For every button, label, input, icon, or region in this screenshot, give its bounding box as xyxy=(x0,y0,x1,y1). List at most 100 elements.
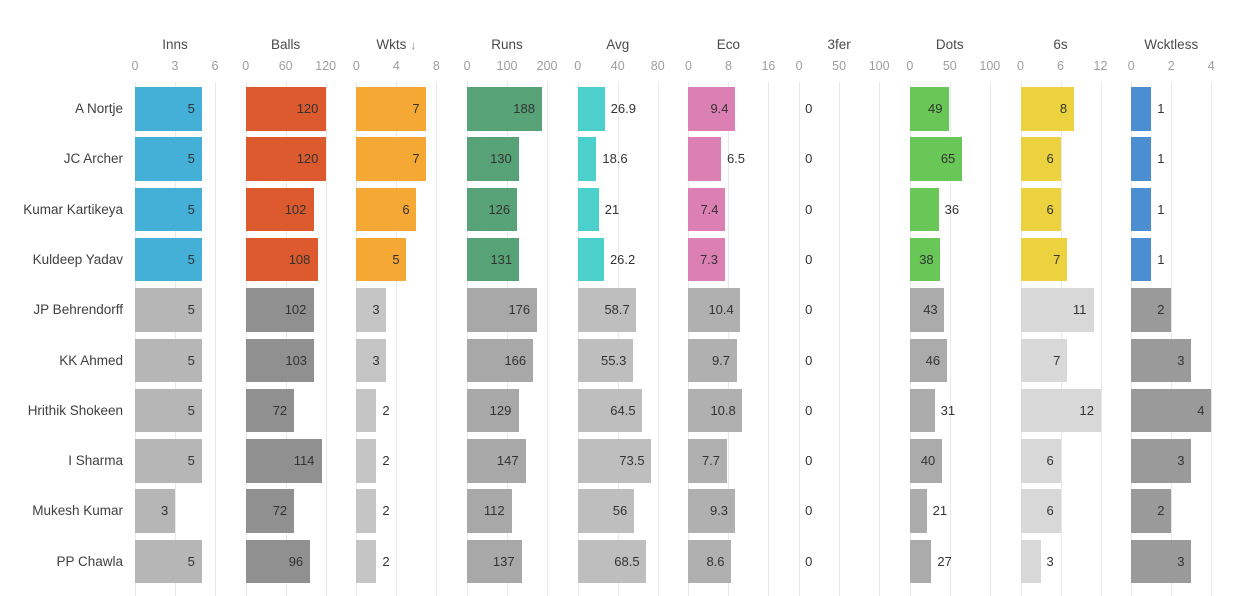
column-header-wkts[interactable]: Wkts ↓ xyxy=(356,0,436,56)
bar-value-label: 9.4 xyxy=(710,101,729,116)
bar-avg xyxy=(577,87,605,131)
bar-value-label: 3 xyxy=(161,503,169,519)
axis-ticks-wcktless: 0 2 4 xyxy=(1127,56,1215,87)
bar-value-label: 3 xyxy=(1177,453,1185,469)
bar-wkts xyxy=(356,338,387,382)
bar-avg xyxy=(577,187,599,232)
plot-area-wcktless: 1 1 1 1 2 3 4 3 2 3 xyxy=(1131,82,1242,596)
bar-value-label: 6 xyxy=(1046,453,1054,469)
bar-dots xyxy=(909,137,962,181)
bar-wcktless xyxy=(1131,439,1192,483)
column-header-sixes[interactable]: 6s xyxy=(1021,0,1101,56)
axis-tick-label: 100 xyxy=(979,59,1001,73)
bar-value-label: 6 xyxy=(402,201,410,217)
bar-value-label: 5 xyxy=(187,302,195,318)
gridline xyxy=(799,82,801,596)
plot-area-eco: 9.4 6.5 7.4 7.3 10.4 9.7 10.8 7.7 9.3 8.6 xyxy=(688,82,799,596)
axis-tick-label: 100 xyxy=(496,59,518,73)
axis-ticks-runs: 0 100 200 xyxy=(464,56,558,87)
bar-inns xyxy=(135,489,175,533)
bar-dots xyxy=(909,489,927,533)
column-header-threefer[interactable]: 3fer xyxy=(799,0,879,56)
column-header-balls[interactable]: Balls xyxy=(246,0,326,56)
bar-value-label: 0 xyxy=(805,302,813,318)
axis-tick-label: 40 xyxy=(610,59,625,73)
axis-ticks-threefer: 0 50 100 xyxy=(796,56,890,87)
row-label-jc-archer: JC Archer xyxy=(63,151,123,167)
gridline xyxy=(949,82,951,596)
bar-value-label: 5 xyxy=(392,251,400,267)
bar-value-label: 11 xyxy=(1072,302,1087,318)
bar-value-label: 7.3 xyxy=(699,251,719,267)
bar-wkts xyxy=(356,439,377,483)
bar-runs xyxy=(467,237,520,282)
bar-value-label: 188 xyxy=(513,101,535,116)
bar-value-label: 10.8 xyxy=(710,402,736,418)
column-label-runs: Runs xyxy=(491,37,523,52)
axis-tick-label: 50 xyxy=(942,59,957,73)
bar-runs xyxy=(467,87,543,131)
bar-wcktless xyxy=(1131,87,1152,131)
bar-value-label: 2 xyxy=(1157,503,1165,519)
bar-balls xyxy=(245,338,315,382)
column-header-inns[interactable]: Inns xyxy=(135,0,215,56)
axis-tick-label: 0 xyxy=(1127,59,1135,73)
bar-balls xyxy=(245,87,326,131)
bar-balls xyxy=(245,439,322,483)
bar-value-label: 6.5 xyxy=(726,151,746,167)
bar-avg xyxy=(577,489,634,533)
bar-value-label: 6 xyxy=(1046,503,1054,519)
row-label-kuldeep-yadav: Kuldeep Yadav xyxy=(32,251,123,267)
column-header-avg[interactable]: Avg xyxy=(578,0,658,56)
axis-tick-label: 6 xyxy=(211,59,219,73)
bar-value-label: 137 xyxy=(492,553,515,569)
bar-eco xyxy=(688,439,727,483)
column-header-runs[interactable]: Runs xyxy=(467,0,547,56)
bar-sixes xyxy=(1020,489,1061,533)
column-header-dots[interactable]: Dots xyxy=(910,0,990,56)
axis-ticks-balls: 0 60 120 xyxy=(242,56,336,87)
column-label-eco: Eco xyxy=(716,37,741,52)
bar-value-label: 0 xyxy=(805,453,813,469)
bar-value-label: 6 xyxy=(1046,151,1054,167)
bar-value-label: 7 xyxy=(1053,251,1061,267)
bar-value-label: 0 xyxy=(805,201,813,217)
bar-value-label: 1 xyxy=(1157,101,1165,116)
column-header-eco[interactable]: Eco xyxy=(688,0,768,56)
axis-tick-label: 8 xyxy=(724,59,732,73)
bar-sixes xyxy=(1020,388,1101,433)
bar-eco xyxy=(688,187,726,232)
bar-value-label: 43 xyxy=(923,302,938,318)
axis-tick-label: 0 xyxy=(574,59,582,73)
bar-value-label: 7 xyxy=(412,151,420,167)
gridline xyxy=(325,82,327,596)
axis-ticks-eco: 0 8 16 xyxy=(685,56,775,87)
bar-value-label: 126 xyxy=(488,201,511,217)
bar-value-label: 56 xyxy=(612,503,628,519)
bar-avg xyxy=(577,338,634,382)
axis-tick-label: 80 xyxy=(650,59,665,73)
bar-inns xyxy=(135,87,202,131)
bar-value-label: 27 xyxy=(937,553,952,569)
plot-area-balls: 120 120 102 108 102 103 72 114 72 96 xyxy=(245,82,357,596)
bar-value-label: 7.4 xyxy=(700,201,719,217)
bar-value-label: 108 xyxy=(288,251,311,267)
axis-tick-label: 16 xyxy=(761,59,776,73)
bar-value-label: 120 xyxy=(296,101,319,116)
bar-value-label: 0 xyxy=(805,352,813,368)
bar-value-label: 72 xyxy=(272,503,288,519)
column-header-wcktless[interactable]: Wcktless xyxy=(1131,0,1211,56)
column-inns: Inns 0 3 6 5 5 5 5 5 5 5 5 3 5 xyxy=(132,0,246,596)
bar-sixes xyxy=(1020,439,1061,483)
bar-runs xyxy=(467,137,520,181)
bar-value-label: 7 xyxy=(1053,352,1061,368)
axis-ticks-inns: 0 3 6 xyxy=(132,56,219,87)
bar-wcktless xyxy=(1131,539,1192,584)
axis-ticks-wkts: 0 4 8 xyxy=(353,56,440,87)
row-label-kumar-kartikeya: Kumar Kartikeya xyxy=(23,201,123,217)
bar-value-label: 73.5 xyxy=(619,453,645,469)
bar-value-label: 38 xyxy=(919,251,934,267)
bar-value-label: 2 xyxy=(1157,302,1165,318)
axis-tick-label: 120 xyxy=(315,59,337,73)
